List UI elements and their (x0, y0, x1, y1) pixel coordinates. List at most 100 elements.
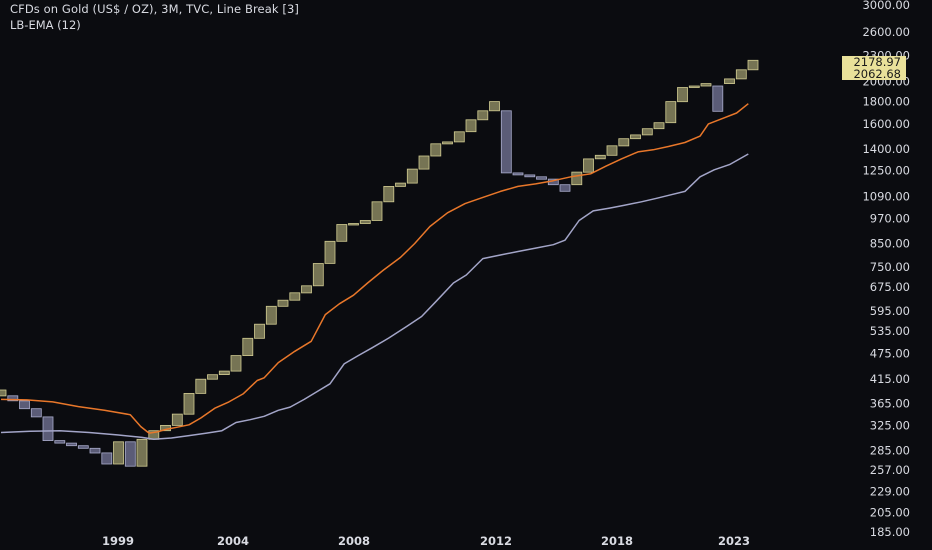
y-tick-label: 325.00 (870, 418, 910, 432)
up-brick (665, 101, 677, 124)
up-brick (254, 323, 265, 339)
up-brick (383, 185, 395, 203)
y-tick-label: 2600.00 (862, 25, 910, 39)
y-tick-label: 285.00 (870, 443, 910, 457)
y-tick-label: 365.00 (870, 397, 910, 411)
up-brick (465, 119, 477, 133)
y-tick-label: 229.00 (870, 485, 910, 499)
up-brick (430, 143, 442, 157)
up-brick (136, 438, 148, 467)
up-brick (489, 101, 500, 112)
lb-ema-line (0, 103, 749, 434)
up-brick (218, 370, 230, 376)
up-brick (653, 122, 665, 130)
last-price-text: 2178.97 (853, 55, 901, 69)
up-brick (688, 85, 700, 88)
up-brick (324, 240, 336, 264)
up-brick (442, 141, 453, 145)
x-tick-label: 1999 (102, 534, 134, 548)
up-brick (195, 378, 207, 394)
down-brick (42, 416, 54, 441)
up-brick (618, 138, 630, 147)
up-brick (312, 263, 324, 287)
up-brick (724, 78, 735, 85)
y-tick-label: 850.00 (870, 237, 910, 251)
y-tick-label: 1250.00 (862, 164, 910, 178)
y-tick-label: 3000.00 (862, 0, 910, 12)
down-brick (500, 110, 512, 174)
x-tick-label: 2012 (480, 534, 512, 548)
up-brick (242, 337, 254, 356)
down-brick (559, 184, 571, 192)
up-brick (700, 83, 712, 87)
up-brick (183, 392, 195, 415)
down-brick (77, 445, 89, 449)
y-tick-label: 1090.00 (862, 190, 910, 204)
down-brick (89, 447, 101, 454)
up-brick (418, 155, 430, 170)
last-price-label: 2178.97 (842, 55, 906, 69)
up-brick (583, 158, 594, 173)
up-brick (641, 128, 653, 136)
y-tick-label: 205.00 (870, 506, 910, 520)
x-tick-label: 2018 (601, 534, 633, 548)
y-tick-label: 1400.00 (862, 142, 910, 156)
up-brick (277, 299, 289, 307)
down-brick (54, 440, 66, 444)
up-brick (289, 292, 301, 301)
up-brick (594, 154, 606, 160)
up-brick (336, 224, 348, 242)
up-brick (477, 110, 489, 121)
up-brick (735, 69, 747, 80)
up-brick (747, 59, 759, 71)
up-brick (395, 182, 406, 187)
up-brick (0, 389, 7, 397)
y-tick-label: 257.00 (870, 463, 910, 477)
up-brick (359, 220, 371, 224)
up-brick (571, 171, 583, 186)
y-tick-label: 415.00 (870, 372, 910, 386)
down-brick (712, 85, 724, 112)
down-brick (66, 442, 77, 447)
x-tick-label: 2008 (338, 534, 370, 548)
last-price-text: 2062.68 (853, 67, 901, 81)
down-brick (512, 172, 524, 176)
up-brick (677, 87, 688, 103)
down-brick (124, 441, 136, 467)
last-price-bg (842, 56, 906, 68)
chart-title: CFDs on Gold (US$ / OZ), 3M, TVC, Line B… (10, 2, 299, 16)
down-brick (536, 176, 547, 180)
y-tick-label: 970.00 (870, 212, 910, 226)
y-tick-label: 185.00 (870, 525, 910, 539)
down-brick (101, 452, 113, 465)
up-brick (265, 305, 277, 325)
secondary-line (0, 153, 749, 441)
last-price-bg (842, 68, 906, 80)
y-axis: 3000.002600.002300.002000.001800.001600.… (862, 0, 910, 539)
x-tick-label: 2023 (718, 534, 750, 548)
up-brick (371, 201, 383, 221)
up-brick (230, 355, 242, 372)
y-tick-label: 1600.00 (862, 117, 910, 131)
up-brick (113, 441, 124, 465)
y-tick-label: 750.00 (870, 260, 910, 274)
down-brick (30, 408, 42, 418)
up-brick (406, 168, 418, 184)
last-price-label: 2062.68 (842, 67, 906, 81)
up-brick (348, 223, 359, 226)
down-brick (7, 395, 19, 402)
indicator-label[interactable]: LB-EMA (12) (10, 18, 81, 32)
up-brick (630, 134, 641, 140)
x-tick-label: 2004 (217, 534, 249, 548)
down-brick (19, 400, 30, 410)
up-brick (171, 413, 183, 426)
bricks-group (0, 59, 759, 467)
y-tick-label: 475.00 (870, 347, 910, 361)
y-tick-label: 535.00 (870, 324, 910, 338)
down-brick (524, 174, 536, 178)
up-brick (207, 374, 218, 380)
y-tick-label: 1800.00 (862, 95, 910, 109)
y-tick-label: 595.00 (870, 304, 910, 318)
